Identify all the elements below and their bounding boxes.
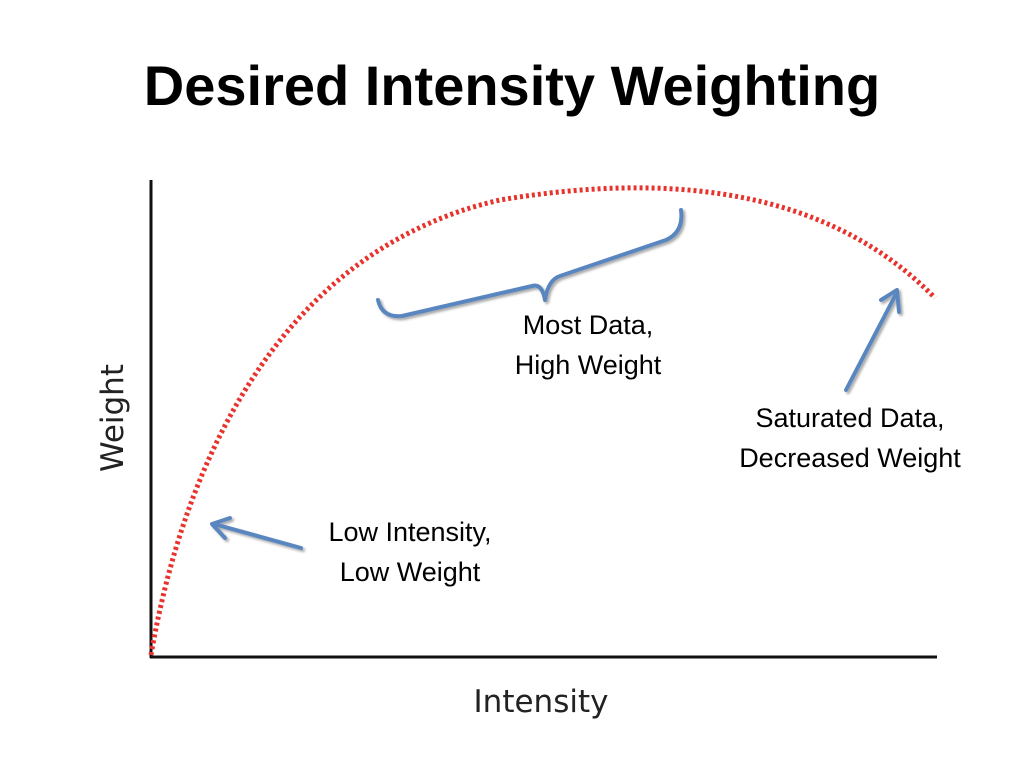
annotation-high-line1: Most Data,	[522, 310, 654, 340]
annotation-saturated-line2: Decreased Weight	[739, 443, 961, 473]
y-axis-label: Weight	[95, 364, 131, 472]
annotation-low-line2: Low Weight	[339, 557, 481, 587]
weight-curve	[148, 185, 937, 656]
annotation-saturated-line1: Saturated Data,	[755, 403, 945, 433]
brace-icon	[376, 208, 684, 319]
low-intensity-arrow-icon	[210, 516, 303, 550]
annotation-high-line2: High Weight	[514, 350, 662, 380]
annotation-low-line1: Low Intensity,	[328, 517, 492, 547]
x-axis-label: Intensity	[474, 684, 609, 720]
annotation-high-weight: Most Data, High Weight	[468, 305, 708, 385]
slide-title: Desired Intensity Weighting	[143, 54, 881, 117]
saturated-arrow-icon	[844, 288, 901, 392]
annotation-low-intensity: Low Intensity, Low Weight	[290, 512, 530, 592]
annotation-saturated: Saturated Data, Decreased Weight	[700, 398, 1000, 478]
